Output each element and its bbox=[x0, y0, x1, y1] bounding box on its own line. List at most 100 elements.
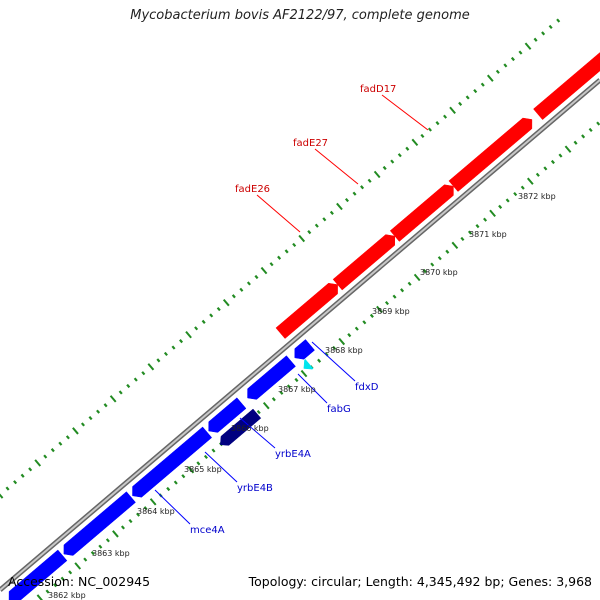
outer-guide-dot bbox=[411, 138, 419, 147]
outer-guide-dot bbox=[518, 50, 523, 55]
outer-guide-dot bbox=[465, 95, 470, 100]
gene-label-yrbE4B: yrbE4B bbox=[237, 483, 273, 494]
outer-guide-dot bbox=[201, 319, 206, 324]
inner-guide-dot bbox=[60, 576, 65, 581]
inner-guide-dot bbox=[413, 273, 421, 282]
inner-guide-dot bbox=[369, 313, 374, 318]
kbp-tick-label: 3867 kbp bbox=[278, 385, 316, 394]
outer-guide-dot bbox=[292, 242, 297, 248]
map-title: Mycobacterium bovis AF2122/97, complete … bbox=[130, 8, 470, 23]
inner-guide-dot bbox=[181, 474, 186, 479]
leader-fadE27 bbox=[314, 148, 359, 185]
outer-guide-dot bbox=[28, 467, 33, 472]
outer-guide-dot bbox=[524, 42, 532, 50]
gene-track bbox=[8, 52, 600, 600]
leader-yrbE4A bbox=[239, 417, 276, 449]
kbp-tick-label: 3871 kbp bbox=[469, 230, 507, 239]
kbp-tick-label: 3864 kbp bbox=[137, 507, 175, 516]
kbp-tick-label: 3868 kbp bbox=[325, 346, 363, 355]
outer-guide-dot bbox=[20, 473, 25, 478]
kbp-tick-label: 3870 kbp bbox=[420, 268, 458, 277]
inner-guide-dot bbox=[437, 256, 442, 261]
inner-guide-dot bbox=[256, 409, 261, 415]
inner-guide-dot bbox=[362, 320, 367, 325]
inner-guide-dot bbox=[573, 140, 578, 145]
inner-guide-dot bbox=[550, 159, 555, 165]
leader-yrbE4B bbox=[204, 451, 238, 483]
inner-guide-dot bbox=[520, 185, 525, 190]
outer-guide-dot bbox=[298, 234, 306, 243]
reverse-gene-2 bbox=[63, 491, 136, 556]
inner-guide-dot bbox=[105, 538, 110, 543]
outer-guide-dot bbox=[473, 88, 478, 94]
inner-guide-dot bbox=[445, 249, 450, 254]
kbp-tick-label: 3872 kbp bbox=[518, 192, 556, 201]
outer-guide-dot bbox=[43, 454, 48, 459]
inner-guide-dot bbox=[294, 377, 299, 383]
outer-guide-dot bbox=[246, 281, 251, 286]
inner-guide-dot bbox=[489, 209, 496, 217]
outer-guide-dot bbox=[88, 415, 93, 421]
reverse-gene-3 bbox=[132, 426, 213, 498]
kbp-tick-label: 3862 kbp bbox=[48, 591, 86, 600]
outer-guide-dot bbox=[194, 326, 199, 331]
reverse-gene-6 bbox=[294, 339, 315, 360]
forward-gene-5 bbox=[533, 52, 600, 121]
gene-label-fadE26: fadE26 bbox=[235, 184, 270, 195]
outer-guide-dot bbox=[277, 255, 282, 260]
outer-guide-dot bbox=[397, 153, 402, 158]
inner-guide-dot bbox=[143, 506, 148, 511]
inner-guide-dot bbox=[467, 230, 472, 235]
inner-guide-dot bbox=[149, 498, 157, 506]
inner-guide-dot bbox=[392, 294, 397, 299]
outer-guide-dot bbox=[307, 230, 312, 235]
inner-guide-dot bbox=[83, 557, 88, 562]
outer-guide-dot bbox=[435, 121, 440, 126]
inner-guide-dot bbox=[400, 288, 405, 293]
outer-guide-dot bbox=[556, 18, 561, 23]
genome-summary-text: Topology: circular; Length: 4,345,492 bp… bbox=[248, 574, 592, 589]
outer-guide-dot bbox=[336, 202, 343, 211]
kbp-tick-label: 3866 kbp bbox=[231, 424, 269, 433]
inner-guide-dot bbox=[53, 583, 58, 588]
outer-guide-dot bbox=[405, 146, 410, 151]
leader-fadD17 bbox=[381, 94, 429, 131]
gene-label-fadD17: fadD17 bbox=[360, 84, 396, 95]
outer-guide-dot bbox=[171, 345, 176, 350]
outer-guide-dot bbox=[458, 101, 463, 106]
forward-gene-3 bbox=[389, 184, 454, 242]
inner-guide-dot bbox=[271, 397, 276, 402]
outer-guide-dot bbox=[141, 371, 146, 376]
outer-guide-dot bbox=[13, 480, 18, 485]
outer-guide-dot bbox=[209, 313, 214, 318]
outer-guide-dot bbox=[216, 306, 221, 312]
inner-guide-dot bbox=[332, 345, 337, 351]
outer-guide-dot bbox=[260, 266, 268, 275]
inner-guide-dot bbox=[581, 134, 586, 139]
outer-guide-dot bbox=[222, 298, 230, 307]
outer-guide-dot bbox=[382, 165, 387, 171]
inner-guide-dot bbox=[36, 594, 44, 600]
outer-guide-dot bbox=[5, 486, 10, 491]
reverse-gene-1 bbox=[8, 549, 68, 600]
inner-guide-dot bbox=[136, 512, 141, 517]
inner-guide-dot bbox=[451, 241, 459, 250]
outer-guide-dot bbox=[147, 363, 155, 371]
outer-guide-dot bbox=[284, 249, 289, 254]
outer-guide-dot bbox=[109, 395, 117, 403]
inner-guide-dot bbox=[203, 454, 208, 460]
backbone-inner bbox=[0, 79, 600, 591]
inner-guide-dot bbox=[354, 326, 359, 331]
outer-guide-dot bbox=[495, 69, 500, 74]
inner-guide-dot bbox=[262, 401, 270, 410]
leader-fabG bbox=[297, 373, 328, 404]
outer-guide-dot bbox=[322, 217, 327, 222]
outer-guide-dot bbox=[314, 223, 319, 228]
inner-guide-dot bbox=[513, 191, 518, 197]
inner-guide-dot bbox=[211, 448, 216, 453]
outer-guide-dot bbox=[72, 427, 79, 435]
inner-guide-dot bbox=[98, 544, 103, 549]
outer-guide-dot bbox=[548, 24, 553, 30]
inner-guide-dot bbox=[475, 224, 480, 229]
